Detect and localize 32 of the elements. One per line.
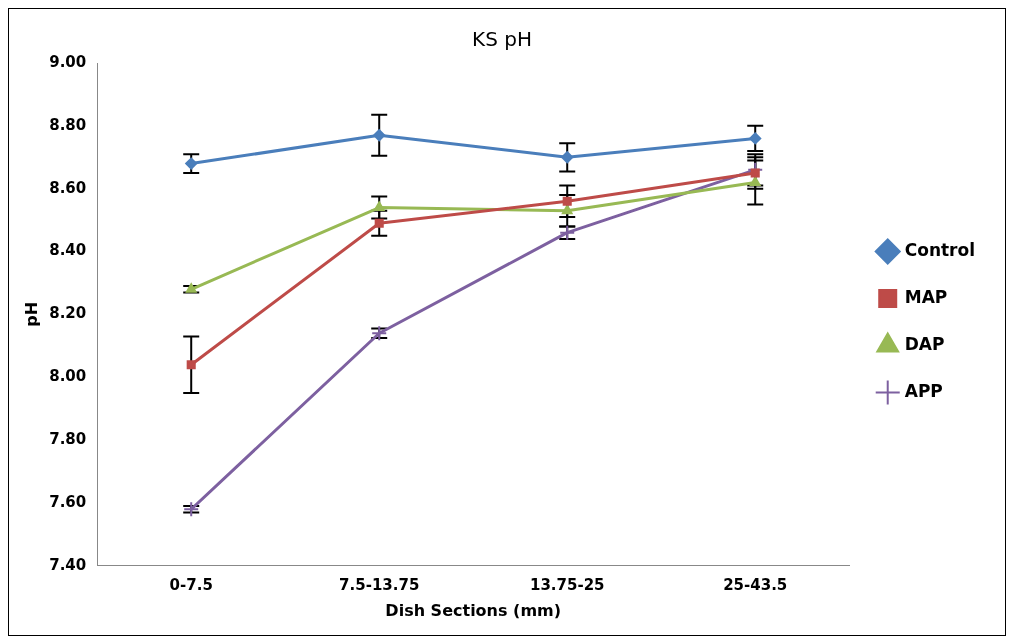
point — [749, 176, 761, 186]
point — [186, 360, 196, 370]
y-tick-label: 7.40 — [49, 555, 87, 574]
y-tick-label: 7.60 — [49, 492, 87, 511]
x-axis-title: Dish Sections (mm) — [385, 600, 562, 620]
point — [562, 196, 572, 206]
x-tick-label: 0-7.5 — [169, 575, 213, 594]
y-tick-label: 8.60 — [49, 178, 87, 197]
y-tick-label: 8.20 — [49, 304, 87, 323]
y-tick-label: 7.80 — [49, 429, 87, 448]
point — [183, 501, 200, 518]
point — [185, 283, 197, 293]
x-tick-label: 25-43.5 — [723, 575, 788, 594]
y-tick-label: 8.40 — [49, 241, 87, 260]
legend-label: APP — [904, 380, 943, 401]
x-tick-label: 7.5-13.75 — [339, 575, 420, 594]
point — [561, 204, 573, 215]
point — [750, 168, 760, 178]
y-tick-label: 8.80 — [49, 115, 87, 134]
point — [373, 129, 386, 142]
point — [749, 132, 762, 145]
point — [561, 151, 574, 164]
x-tick-label: 13.75-25 — [529, 575, 605, 594]
legend-label: MAP — [904, 286, 948, 307]
point — [374, 218, 384, 228]
point — [373, 201, 385, 212]
chart-title: KS pH — [472, 27, 532, 52]
y-tick-label: 9.00 — [49, 52, 87, 71]
y-tick-label: 8.00 — [49, 367, 87, 386]
legend-label: Control — [904, 239, 976, 260]
y-axis-title: pH — [21, 301, 41, 327]
legend-label: DAP — [904, 333, 945, 354]
